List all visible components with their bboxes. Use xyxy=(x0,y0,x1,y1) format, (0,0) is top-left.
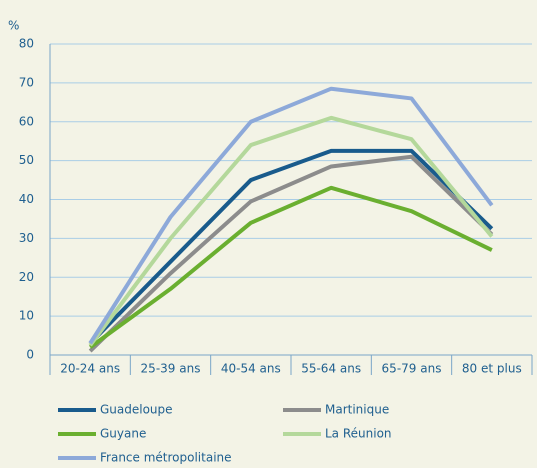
y-axis-label: % xyxy=(8,19,19,33)
y-tick-label: 80 xyxy=(19,37,34,51)
line xyxy=(88,86,494,345)
y-tick-label: 30 xyxy=(19,231,34,245)
x-tick-label: 25-39 ans xyxy=(141,362,201,376)
x-tick-label: 40-54 ans xyxy=(221,362,281,376)
y-tick-label: 20 xyxy=(19,270,34,284)
y-tick-label: 60 xyxy=(19,114,34,128)
line xyxy=(88,115,494,347)
y-tick-label: 40 xyxy=(19,192,34,206)
x-tick-label: 55-64 ans xyxy=(301,362,361,376)
y-tick-label: 0 xyxy=(26,348,34,362)
x-tick-label: 65-79 ans xyxy=(382,362,442,376)
legend-label: France métropolitaine xyxy=(100,451,232,465)
legend-label: La Réunion xyxy=(325,427,392,441)
legend-label: Guyane xyxy=(100,427,146,441)
x-tick-label: 80 et plus xyxy=(462,362,522,376)
line xyxy=(88,185,493,349)
y-tick-label: 50 xyxy=(19,153,34,167)
x-tick-label: 20-24 ans xyxy=(60,362,120,376)
line xyxy=(88,154,494,353)
y-tick-label: 70 xyxy=(19,75,34,89)
y-tick-label: 10 xyxy=(19,309,34,323)
line xyxy=(88,148,494,345)
legend-label: Guadeloupe xyxy=(100,403,173,417)
legend-label: Martinique xyxy=(325,403,389,417)
